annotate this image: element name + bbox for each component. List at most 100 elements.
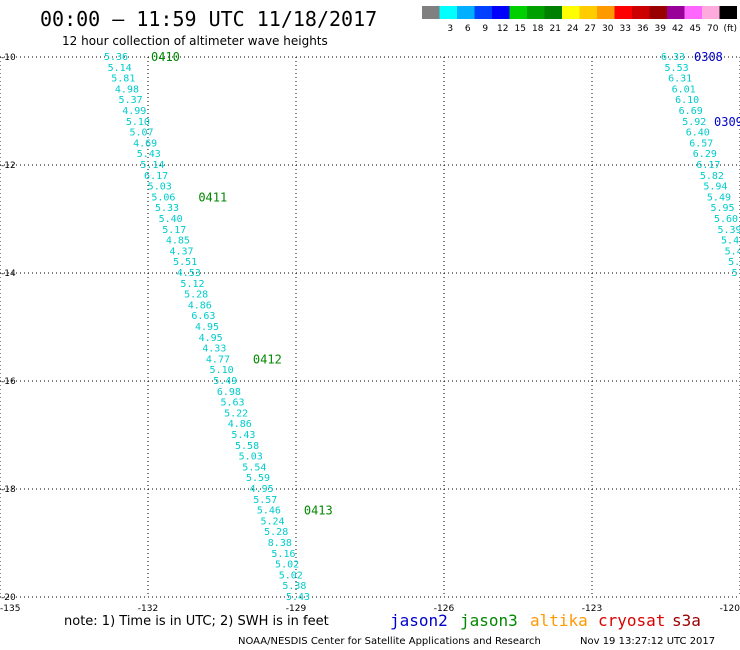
swh-value: 5.49 bbox=[707, 192, 731, 203]
scale-label: (ft) bbox=[723, 24, 737, 34]
swh-value: 5.92 bbox=[682, 117, 706, 128]
swh-value: 4.95 bbox=[250, 484, 274, 495]
lat-tick-label: -18 bbox=[1, 485, 16, 495]
scale-swatch bbox=[544, 6, 562, 19]
swh-value: 6.17 bbox=[696, 160, 720, 171]
swh-value: 5.16 bbox=[271, 549, 295, 560]
swh-value: 6.98 bbox=[217, 387, 241, 398]
swh-value: 5.39 bbox=[718, 225, 740, 236]
swh-value: 4.99 bbox=[122, 106, 146, 117]
swh-value: 5.59 bbox=[246, 473, 270, 484]
swh-value: 5.28 bbox=[184, 290, 208, 301]
swh-value: 8.38 bbox=[268, 538, 292, 549]
swh-value: 5.51 bbox=[173, 257, 197, 268]
time-label: 0412 bbox=[253, 352, 282, 366]
swh-value: 5.46 bbox=[257, 506, 281, 517]
swh-value: 5.53 bbox=[665, 63, 689, 74]
swh-value: 5.60 bbox=[714, 214, 738, 225]
swh-value: 5.41 bbox=[725, 246, 740, 257]
scale-label: 39 bbox=[655, 24, 667, 34]
scale-label: 24 bbox=[567, 24, 579, 34]
lat-tick-label: -10 bbox=[1, 53, 16, 63]
swh-value: 6.63 bbox=[191, 311, 215, 322]
lon-tick-label: -132 bbox=[138, 604, 158, 614]
scale-label: 21 bbox=[550, 24, 561, 34]
swh-value: 5.02 bbox=[279, 570, 303, 581]
swh-value: 5.63 bbox=[220, 398, 244, 409]
lat-tick-label: -16 bbox=[1, 377, 16, 387]
swh-value: 4.86 bbox=[188, 300, 212, 311]
scale-label: 15 bbox=[515, 24, 526, 34]
swh-value: 4.77 bbox=[206, 354, 230, 365]
scale-swatch bbox=[719, 6, 737, 19]
swh-value: 5.81 bbox=[111, 74, 135, 85]
time-label: 0413 bbox=[304, 504, 333, 518]
swh-value: 6.40 bbox=[686, 128, 710, 139]
altimeter-tracks: 5.365.145.814.985.374.995.105.074.695.43… bbox=[104, 50, 740, 603]
swh-value: 5.10 bbox=[210, 365, 234, 376]
swh-value: 5.33 bbox=[155, 203, 179, 214]
time-label: 0410 bbox=[151, 50, 180, 64]
swh-value: 4.37 bbox=[170, 246, 194, 257]
generated-timestamp: Nov 19 13:27:12 UTC 2017 bbox=[580, 636, 715, 647]
scale-swatch bbox=[457, 6, 475, 19]
scale-label: 45 bbox=[690, 24, 701, 34]
scale-swatch bbox=[527, 6, 545, 19]
time-label: 0411 bbox=[198, 190, 227, 204]
page-title: 00:00 – 11:59 UTC 11/18/2017 bbox=[40, 7, 377, 31]
scale-label: 30 bbox=[602, 24, 614, 34]
swh-value: 5.43 bbox=[286, 592, 310, 603]
swh-value: 5.06 bbox=[151, 192, 175, 203]
swh-value: 4.85 bbox=[166, 236, 190, 247]
scale-swatch bbox=[702, 6, 720, 19]
time-label: 0308 bbox=[694, 50, 723, 64]
satellite-jason3: jason3 bbox=[460, 611, 518, 630]
swh-value: 6.01 bbox=[672, 84, 696, 95]
scale-label: 70 bbox=[707, 24, 719, 34]
scale-label: 6 bbox=[465, 24, 471, 34]
scale-swatch bbox=[422, 6, 440, 19]
color-scale: 3 6 9 12 15 18 21 24 27 30 33 36 39 42 45 70 (ft) bbox=[422, 6, 737, 34]
satellite-altika: altika bbox=[530, 611, 588, 630]
swh-value: 5.02 bbox=[275, 560, 299, 571]
swh-value: 5.1 bbox=[732, 268, 740, 279]
time-label: 0309 bbox=[714, 115, 740, 129]
swh-value: 5.58 bbox=[235, 441, 259, 452]
page-subtitle: 12 hour collection of altimeter wave hei… bbox=[62, 34, 328, 48]
swh-value: 4.53 bbox=[177, 268, 201, 279]
swh-value: 4.95 bbox=[199, 333, 223, 344]
lon-tick-label: -123 bbox=[582, 604, 602, 614]
swh-value: 5.45 bbox=[721, 236, 740, 247]
scale-swatch bbox=[509, 6, 527, 19]
lon-tick-label: -120 bbox=[720, 604, 740, 614]
swh-value: 6.69 bbox=[679, 106, 703, 117]
scale-swatch bbox=[562, 6, 580, 19]
swh-value: 5.94 bbox=[703, 182, 727, 193]
swh-value: 6.29 bbox=[693, 149, 717, 160]
swh-value: 5.17 bbox=[162, 225, 186, 236]
map-tick-labels: -135 -132 -129 -126 -123 -120 -10 -12 -14 -16 -18 -… bbox=[0, 53, 740, 614]
map-grid bbox=[0, 56, 740, 598]
satellite-jason2: jason2 bbox=[390, 611, 448, 630]
swh-value: 5.95 bbox=[710, 203, 734, 214]
scale-swatch bbox=[492, 6, 510, 19]
track-2: 6.335.536.316.016.106.695.926.406.576.29… bbox=[661, 50, 740, 279]
scale-swatch bbox=[614, 6, 632, 19]
lon-tick-label: -135 bbox=[0, 604, 20, 614]
swh-value: 5.12 bbox=[180, 279, 204, 290]
swh-value: 4.69 bbox=[133, 138, 157, 149]
lat-tick-label: -12 bbox=[1, 161, 16, 171]
scale-swatch bbox=[579, 6, 597, 19]
swh-value: 5.82 bbox=[700, 171, 724, 182]
scale-swatch bbox=[649, 6, 667, 19]
swh-value: 5.14 bbox=[140, 160, 164, 171]
satellite-s3a: s3a bbox=[672, 611, 701, 630]
scale-label: 9 bbox=[482, 24, 488, 34]
swh-value: 4.95 bbox=[195, 322, 219, 333]
swh-value: 6.33 bbox=[661, 52, 685, 63]
satellite-legend: jason2 jason3 altika cryosat s3a bbox=[390, 611, 701, 630]
swh-value: 5.22 bbox=[224, 408, 248, 419]
scale-label: 12 bbox=[497, 24, 508, 34]
footer-note: note: 1) Time is in UTC; 2) SWH is in fe… bbox=[64, 614, 329, 629]
swh-value: 5.43 bbox=[231, 430, 255, 441]
